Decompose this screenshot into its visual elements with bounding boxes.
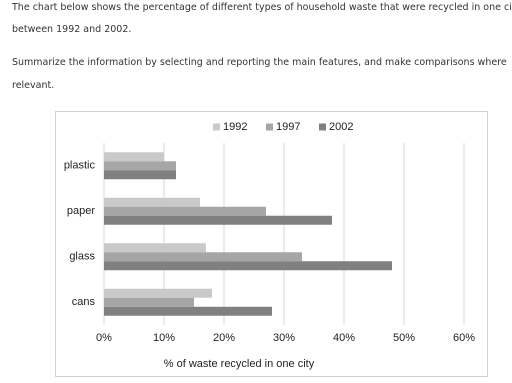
legend-swatch <box>266 123 273 131</box>
bar <box>104 306 272 316</box>
x-tick-label: 60% <box>453 332 475 344</box>
bar <box>104 297 194 307</box>
prompt-line: The chart below shows the percentage of … <box>12 2 512 13</box>
legend-label: 1992 <box>223 121 247 133</box>
bar <box>104 152 164 162</box>
bar <box>104 261 392 271</box>
x-axis-label: % of waste recycled in one city <box>164 358 315 370</box>
y-tick-label: paper <box>67 205 95 217</box>
legend-swatch <box>319 123 326 131</box>
bar <box>104 288 212 298</box>
y-tick-label: cans <box>72 296 96 308</box>
prompt-line: Summarize the information by selecting a… <box>12 57 507 68</box>
y-tick-label: glass <box>69 251 95 263</box>
y-tick-label: plastic <box>64 160 96 172</box>
x-tick-label: 20% <box>213 332 235 344</box>
x-tick-label: 40% <box>333 332 355 344</box>
x-tick-label: 10% <box>153 332 175 344</box>
x-tick-label: 50% <box>393 332 415 344</box>
legend-label: 2002 <box>329 121 353 133</box>
prompt-line: between 1992 and 2002. <box>12 24 132 35</box>
legend-label: 1997 <box>276 121 300 133</box>
prompt-line: relevant. <box>12 80 55 91</box>
bar <box>104 197 200 207</box>
chart-frame <box>55 111 488 377</box>
x-tick-label: 0% <box>96 332 112 344</box>
bar <box>104 215 332 225</box>
bar <box>104 243 206 253</box>
legend-swatch <box>213 123 220 131</box>
x-tick-label: 30% <box>273 332 295 344</box>
bar <box>104 170 176 180</box>
bar <box>104 252 302 262</box>
bar <box>104 161 176 171</box>
bar <box>104 206 266 216</box>
